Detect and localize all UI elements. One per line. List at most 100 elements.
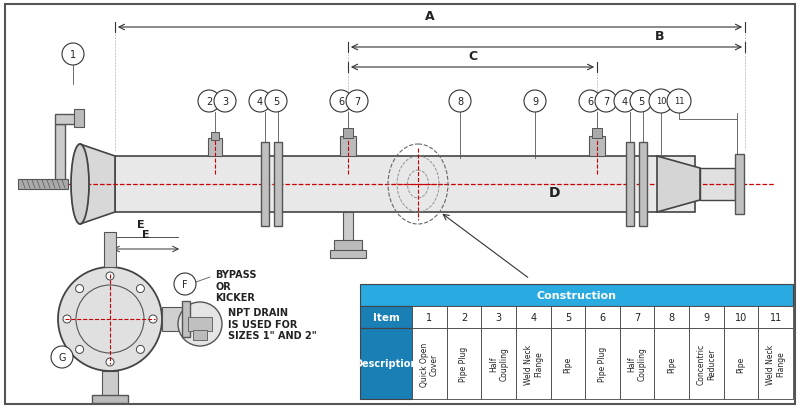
Bar	[620, 306, 654, 328]
Bar	[516, 306, 550, 328]
Bar	[412, 328, 446, 399]
Circle shape	[75, 346, 83, 353]
Text: 4: 4	[257, 97, 263, 107]
Bar	[360, 306, 412, 328]
Bar	[261, 143, 269, 227]
Bar	[592, 129, 602, 139]
Circle shape	[595, 91, 617, 113]
Circle shape	[106, 272, 114, 280]
Polygon shape	[80, 145, 115, 225]
Bar	[18, 180, 68, 189]
Circle shape	[330, 91, 352, 113]
Text: Construction: Construction	[537, 290, 617, 300]
Text: 2: 2	[206, 97, 212, 107]
Circle shape	[579, 91, 601, 113]
Bar	[516, 328, 550, 399]
Text: Weld Neck
Flange: Weld Neck Flange	[766, 344, 786, 384]
Text: Concentric
Reducer: Concentric Reducer	[697, 343, 716, 384]
Text: E: E	[142, 229, 150, 239]
Bar	[482, 328, 516, 399]
Text: 10: 10	[656, 97, 666, 106]
Circle shape	[149, 315, 157, 323]
Bar	[585, 306, 620, 328]
Bar	[193, 330, 207, 340]
Text: 5: 5	[273, 97, 279, 107]
Circle shape	[449, 91, 471, 113]
Text: B: B	[655, 30, 665, 43]
Circle shape	[524, 91, 546, 113]
Text: Half
Coupling: Half Coupling	[627, 347, 647, 380]
Bar	[446, 328, 482, 399]
Bar	[550, 328, 585, 399]
Bar	[689, 306, 724, 328]
Text: 10: 10	[735, 312, 747, 322]
Bar	[689, 328, 724, 399]
Text: E: E	[138, 220, 145, 229]
Text: Pipe Plug: Pipe Plug	[459, 346, 469, 381]
Bar	[412, 306, 446, 328]
Text: A: A	[425, 10, 435, 23]
Text: NPT DRAIN
IS USED FOR
SIZES 1" AND 2": NPT DRAIN IS USED FOR SIZES 1" AND 2"	[228, 307, 317, 340]
Bar	[724, 306, 758, 328]
Bar	[589, 137, 605, 157]
Bar	[182, 301, 190, 337]
Bar	[550, 306, 585, 328]
Circle shape	[174, 273, 196, 295]
Bar	[55, 115, 80, 125]
Bar	[654, 306, 689, 328]
Circle shape	[630, 91, 652, 113]
Text: 9: 9	[703, 312, 710, 322]
Bar	[446, 306, 482, 328]
Text: 8: 8	[457, 97, 463, 107]
Bar	[74, 110, 84, 128]
Bar	[626, 143, 634, 227]
Text: 9: 9	[532, 97, 538, 107]
Bar	[654, 328, 689, 399]
Text: Half
Coupling: Half Coupling	[489, 347, 508, 380]
Bar	[102, 371, 118, 397]
Circle shape	[346, 91, 368, 113]
Circle shape	[63, 315, 71, 323]
Bar	[104, 232, 116, 267]
Circle shape	[649, 90, 673, 114]
Bar	[360, 284, 793, 306]
Text: 3: 3	[222, 97, 228, 107]
Bar	[724, 328, 758, 399]
Text: 5: 5	[565, 312, 571, 322]
Bar	[334, 240, 362, 252]
Text: 6: 6	[599, 312, 606, 322]
Text: Pipe: Pipe	[563, 355, 572, 372]
Text: F: F	[182, 279, 188, 289]
Bar	[700, 169, 735, 200]
Bar	[55, 125, 65, 184]
Text: G: G	[58, 352, 66, 362]
Text: 8: 8	[669, 312, 675, 322]
Text: 11: 11	[674, 97, 684, 106]
Text: Item: Item	[373, 312, 399, 322]
Circle shape	[214, 91, 236, 113]
Bar	[92, 395, 128, 403]
Bar	[758, 306, 793, 328]
Circle shape	[178, 302, 222, 346]
Bar	[188, 317, 212, 331]
Text: Quick Open
Cover: Quick Open Cover	[420, 342, 439, 386]
Bar	[620, 328, 654, 399]
Text: D: D	[550, 186, 561, 200]
Circle shape	[106, 358, 114, 366]
Bar	[208, 139, 222, 157]
Circle shape	[137, 285, 145, 293]
Bar	[162, 307, 184, 331]
Text: 3: 3	[495, 312, 502, 322]
Text: 4: 4	[622, 97, 628, 107]
Circle shape	[62, 44, 84, 66]
Text: Pipe: Pipe	[667, 355, 676, 372]
Text: C: C	[468, 50, 477, 63]
Text: 5: 5	[638, 97, 644, 107]
Polygon shape	[657, 157, 700, 213]
Bar	[330, 250, 366, 258]
Text: 7: 7	[634, 312, 640, 322]
Ellipse shape	[71, 145, 89, 225]
Circle shape	[58, 267, 162, 371]
Text: Description: Description	[354, 359, 418, 369]
Bar	[585, 328, 620, 399]
